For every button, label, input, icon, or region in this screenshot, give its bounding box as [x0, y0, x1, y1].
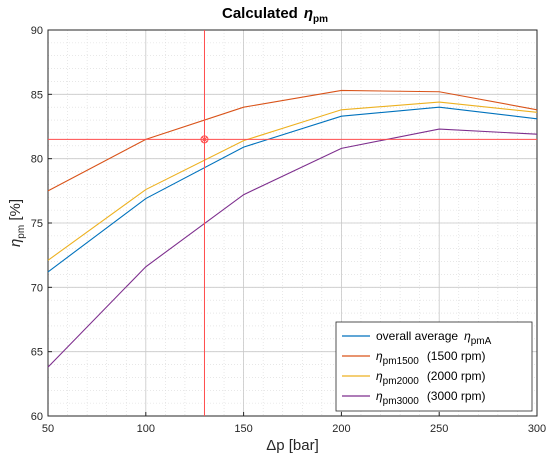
- y-tick-label: 85: [31, 89, 43, 101]
- crosshair-marker-cross: [201, 136, 208, 143]
- y-tick-label: 75: [31, 218, 43, 230]
- legend-entry-1: overall average ηpmA: [376, 329, 492, 347]
- legend-entry-2: ηpm1500 (1500 rpm): [376, 349, 486, 367]
- series-line-3: [47, 101, 538, 261]
- series-line-4: [47, 128, 538, 368]
- y-tick-label: 60: [31, 411, 43, 423]
- x-tick-label: 200: [332, 423, 350, 435]
- series-line-1: [47, 106, 538, 273]
- legend: overall average ηpmA ηpm1500 (1500 rpm) ηpm2…: [335, 321, 533, 412]
- y-tick-label: 90: [31, 25, 43, 37]
- legend-entry-3: ηpm2000 (2000 rpm): [376, 369, 486, 387]
- crosshair-marker: [200, 135, 209, 144]
- chart-title: Calculated ηpm: [222, 5, 328, 25]
- y-tick-label: 70: [31, 282, 43, 294]
- y-tick-label: 80: [31, 154, 43, 166]
- series-line-2: [47, 89, 538, 192]
- y-tick-label: 65: [31, 347, 43, 359]
- x-tick-label: 250: [430, 423, 448, 435]
- y-axis-label: ηpm [%]: [7, 199, 27, 247]
- x-axis-label: Δp [bar]: [266, 437, 319, 454]
- x-tick-label: 50: [42, 423, 54, 435]
- x-tick-label: 300: [528, 423, 546, 435]
- x-tick-label: 150: [234, 423, 252, 435]
- legend-entry-4: ηpm3000 (3000 rpm): [376, 389, 486, 407]
- x-tick-label: 100: [137, 423, 155, 435]
